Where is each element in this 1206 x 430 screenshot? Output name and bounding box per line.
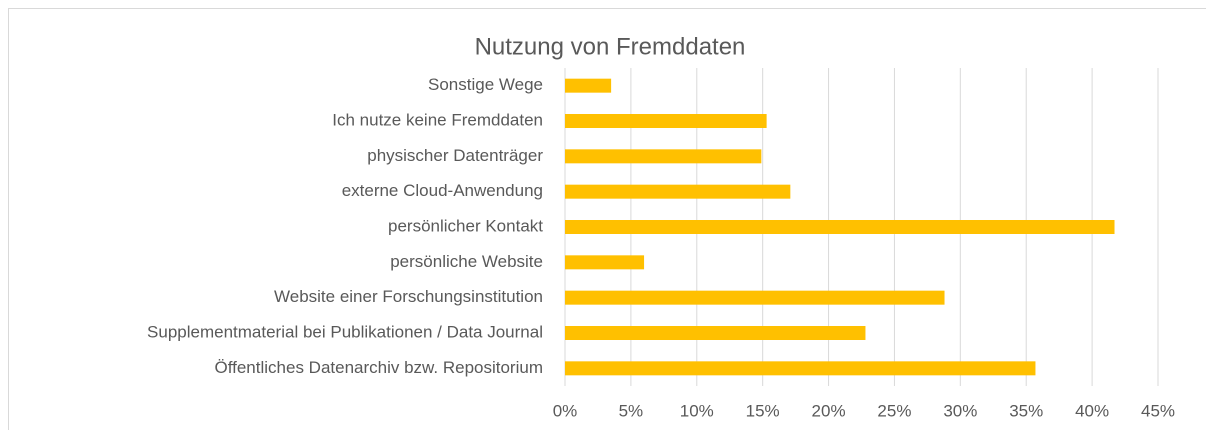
y-tick-label: persönlicher Kontakt [388, 216, 543, 235]
bar [565, 184, 791, 199]
x-tick-label: 10% [680, 401, 714, 420]
y-tick-label: physischer Datenträger [367, 146, 543, 165]
chart-title: Nutzung von Fremddaten [475, 33, 746, 60]
y-tick-label: Öffentliches Datenarchiv bzw. Repositori… [214, 358, 543, 377]
x-tick-label: 35% [1009, 401, 1043, 420]
y-tick-label: Ich nutze keine Fremddaten [332, 110, 543, 129]
x-tick-label: 45% [1141, 401, 1175, 420]
x-tick-label: 25% [877, 401, 911, 420]
chart-frame [8, 8, 1206, 430]
x-tick-label: 30% [943, 401, 977, 420]
bar [565, 78, 612, 93]
bar [565, 255, 645, 270]
bar [565, 290, 945, 305]
bar [565, 326, 866, 340]
x-tick-label: 20% [812, 401, 846, 420]
bar [565, 361, 1036, 376]
y-tick-label: persönliche Website [390, 252, 543, 271]
x-tick-label: 5% [619, 401, 644, 420]
x-tick-label: 0% [553, 401, 578, 420]
y-tick-label: Supplementmaterial bei Publikationen / D… [147, 322, 543, 341]
bar [565, 220, 1115, 234]
bar [565, 114, 767, 128]
bar [565, 149, 762, 164]
y-tick-label: Website einer Forschungsinstitution [274, 287, 543, 306]
y-tick-label: Sonstige Wege [428, 75, 543, 94]
x-tick-label: 15% [746, 401, 780, 420]
y-tick-label: externe Cloud-Anwendung [342, 181, 543, 200]
x-tick-label: 40% [1075, 401, 1109, 420]
